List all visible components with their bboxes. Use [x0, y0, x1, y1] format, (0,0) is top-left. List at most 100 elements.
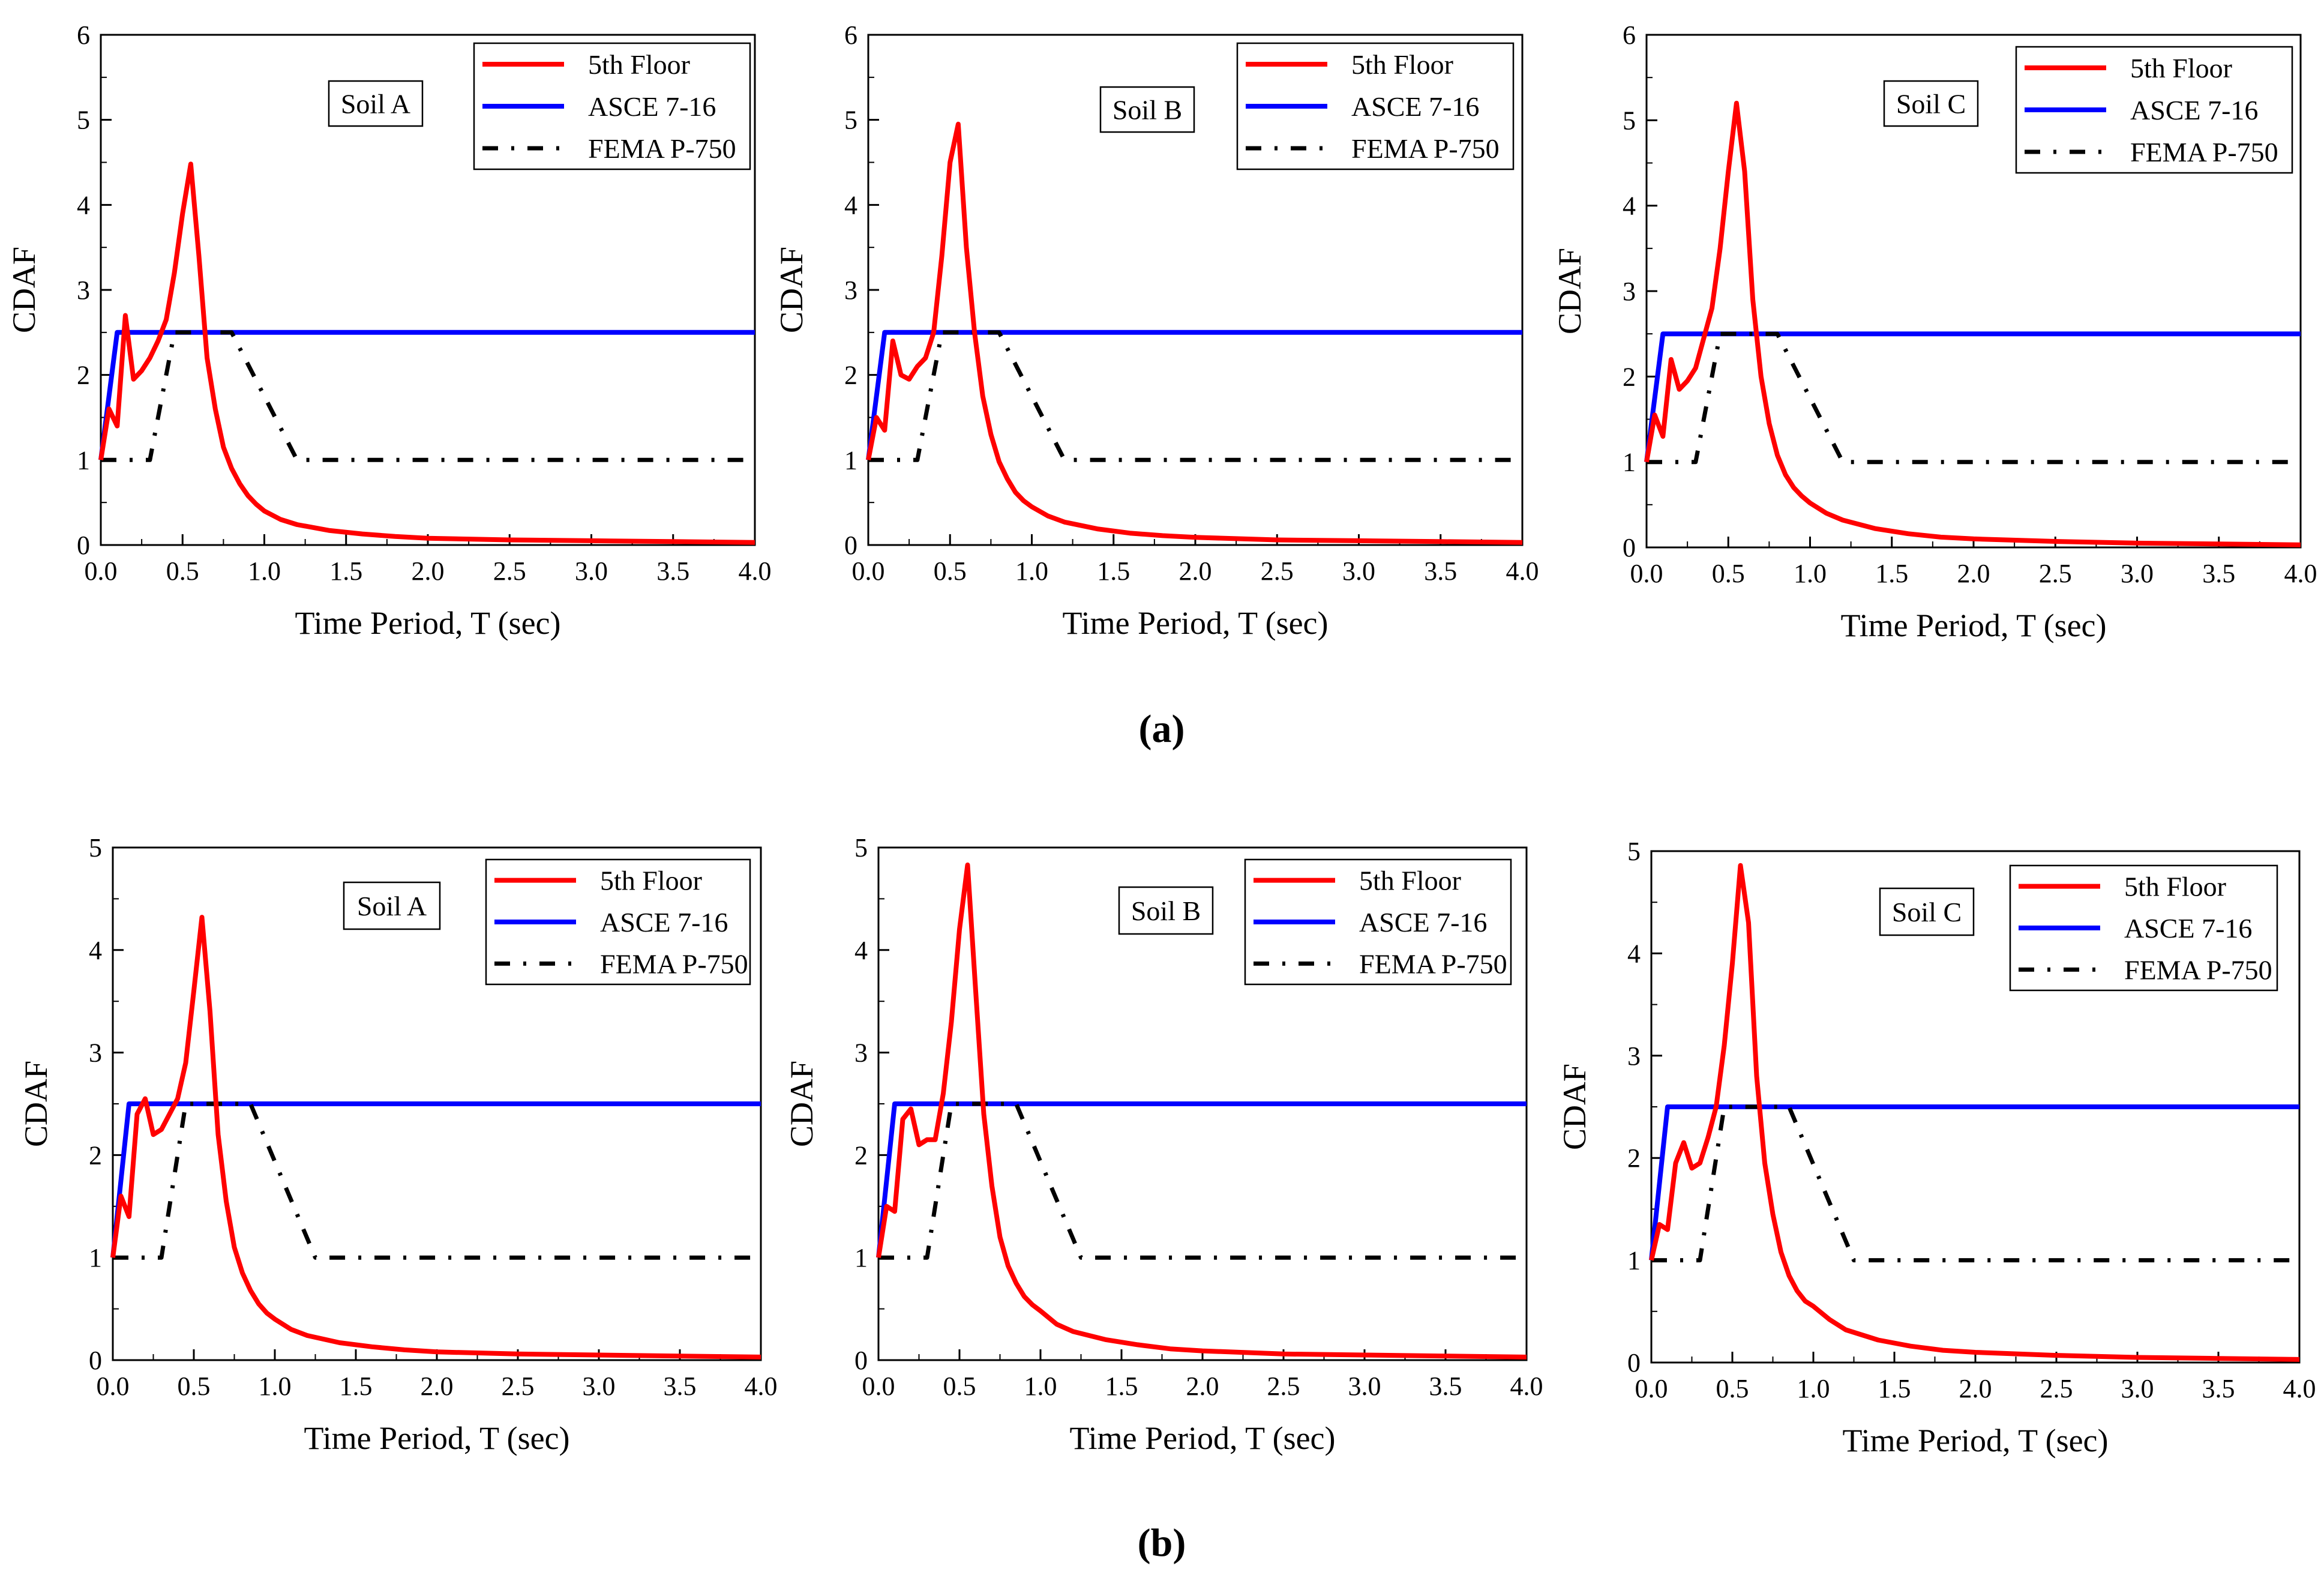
y-tick-label: 0 [1627, 1348, 1641, 1378]
x-tick-label: 2.5 [1267, 1372, 1300, 1401]
y-tick-label: 2 [854, 1140, 868, 1170]
y-tick-label: 5 [89, 833, 102, 863]
x-tick-label: 2.5 [2040, 1374, 2073, 1403]
x-tick-label: 0.0 [1630, 559, 1663, 588]
y-tick-label: 2 [89, 1140, 102, 1170]
x-tick-label: 3.5 [1424, 556, 1457, 586]
x-tick-label: 1.0 [1024, 1372, 1057, 1401]
chart-panel-1: 0.0 0.5 1.0 1.5 2.0 2.5 3.0 3.5 4.0 0 1 2 3 4 5 6 Time P… [6, 20, 772, 641]
series-line-asce-7-16 [866, 330, 1522, 460]
y-tick-label: 5 [844, 106, 857, 135]
y-tick-label: 3 [89, 1038, 102, 1068]
series-line-asce-7-16 [876, 1101, 1527, 1258]
y-tick-label: 4 [1623, 191, 1636, 221]
x-tick-label: 0.5 [166, 556, 199, 586]
x-tick-label: 2.0 [421, 1372, 454, 1401]
y-tick-label: 2 [1627, 1143, 1641, 1173]
legend-asce-7-16-label: ASCE 7-16 [588, 91, 716, 122]
x-tick-label: 4.0 [2284, 559, 2317, 588]
y-tick-label: 1 [89, 1243, 102, 1272]
legend-asce-7-16-label: ASCE 7-16 [1351, 91, 1479, 122]
legend-5th-floor-label: 5th Floor [588, 49, 690, 80]
legend-fema-p-750-label: FEMA P-750 [1351, 133, 1500, 164]
x-tick-label: 3.0 [1342, 556, 1375, 586]
x-tick-label: 0.0 [862, 1372, 895, 1401]
soil-annotation-label: Soil B [1131, 896, 1201, 926]
soil-annotation-box [1879, 887, 1975, 936]
series-line-5th-floor [110, 915, 761, 1360]
series-line-asce-7-16 [1649, 1104, 2299, 1261]
x-tick-label: 0.5 [1712, 559, 1745, 588]
x-tick-label: 0.0 [97, 1372, 130, 1401]
series-line-fema-p-750 [1651, 1104, 2299, 1263]
x-tick-label: 2.5 [2039, 559, 2072, 588]
series-line-5th-floor [1649, 863, 2300, 1362]
legend-fema-p-750-label: FEMA P-750 [600, 948, 748, 979]
x-tick-label: 3.0 [1348, 1372, 1381, 1401]
legend-5th-floor-label: 5th Floor [1351, 49, 1453, 80]
y-tick-label: 3 [854, 1038, 868, 1068]
legend-asce-7-16-label: ASCE 7-16 [2124, 913, 2252, 944]
x-tick-label: 0.5 [1716, 1374, 1749, 1403]
y-axis-title: CDAF [1552, 248, 1588, 334]
x-tick-label: 4.0 [1510, 1372, 1543, 1401]
y-tick-label: 1 [1623, 448, 1636, 477]
y-tick-label: 4 [854, 936, 868, 965]
x-axis-title: Time Period, T (sec) [304, 1420, 570, 1456]
soil-annotation-box [1118, 886, 1214, 935]
x-tick-label: 1.5 [1875, 559, 1908, 588]
y-tick-label: 0 [77, 531, 90, 560]
y-tick-label: 1 [844, 445, 857, 475]
series-line-fema-p-750 [878, 1101, 1527, 1260]
x-tick-label: 4.0 [1506, 556, 1539, 586]
x-axis-title: Time Period, T (sec) [1070, 1420, 1336, 1456]
x-tick-label: 3.0 [575, 556, 608, 586]
x-tick-label: 2.0 [412, 556, 445, 586]
x-tick-label: 3.5 [2202, 1374, 2235, 1403]
y-tick-label: 6 [1623, 20, 1636, 50]
series-line-fema-p-750 [868, 330, 1522, 462]
chart-panel-5: 0.0 0.5 1.0 1.5 2.0 2.5 3.0 3.5 4.0 0 1 2 3 4 5 Time Pe… [784, 833, 1543, 1456]
soil-annotation-label: Soil A [341, 89, 410, 119]
chart-panel-3: 0.0 0.5 1.0 1.5 2.0 2.5 3.0 3.5 4.0 0 1 2 3 4 5 6 Time P… [1552, 20, 2317, 643]
y-tick-label: 3 [844, 276, 857, 305]
x-tick-label: 3.0 [2121, 1374, 2154, 1403]
chart-panel-4: 0.0 0.5 1.0 1.5 2.0 2.5 3.0 3.5 4.0 0 1 2 3 4 5 Time Pe… [18, 833, 778, 1456]
x-tick-label: 3.5 [664, 1372, 697, 1401]
series-line-5th-floor [876, 863, 1527, 1360]
y-tick-label: 5 [854, 833, 868, 863]
soil-annotation-box [328, 80, 424, 127]
x-axis-title: Time Period, T (sec) [295, 605, 561, 641]
x-tick-label: 2.0 [1959, 1374, 1992, 1403]
x-tick-label: 1.0 [1794, 559, 1827, 588]
x-tick-label: 1.5 [329, 556, 362, 586]
legend-5th-floor-label: 5th Floor [2124, 872, 2226, 902]
legend-5th-floor-label: 5th Floor [2130, 53, 2232, 83]
soil-annotation-label: Soil C [1892, 897, 1962, 927]
soil-annotation-box [343, 881, 441, 930]
y-axis-title: CDAF [773, 247, 809, 333]
legend-asce-7-16-label: ASCE 7-16 [1359, 907, 1487, 938]
x-tick-label: 0.5 [178, 1372, 211, 1401]
x-tick-label: 4.0 [745, 1372, 778, 1401]
legend-5th-floor-label: 5th Floor [600, 866, 702, 896]
x-tick-label: 1.0 [248, 556, 281, 586]
x-tick-label: 0.0 [85, 556, 118, 586]
legend-asce-7-16-label: ASCE 7-16 [600, 907, 728, 938]
x-tick-label: 2.5 [1261, 556, 1294, 586]
x-tick-label: 4.0 [739, 556, 772, 586]
legend-asce-7-16-label: ASCE 7-16 [2130, 95, 2258, 125]
x-tick-label: 1.0 [259, 1372, 292, 1401]
x-tick-label: 3.5 [656, 556, 689, 586]
soil-annotation-box [1099, 86, 1195, 133]
y-tick-label: 4 [844, 190, 857, 220]
series-line-asce-7-16 [1644, 331, 2301, 463]
x-tick-label: 1.5 [1878, 1374, 1911, 1403]
y-tick-label: 3 [1627, 1041, 1641, 1071]
y-axis-title: CDAF [784, 1061, 820, 1147]
y-tick-label: 0 [844, 531, 857, 560]
chart-panel-2: 0.0 0.5 1.0 1.5 2.0 2.5 3.0 3.5 4.0 0 1 2 3 4 5 6 Time P… [773, 20, 1539, 641]
series-line-5th-floor [98, 161, 755, 545]
x-tick-label: 3.0 [583, 1372, 616, 1401]
y-tick-label: 2 [844, 361, 857, 390]
